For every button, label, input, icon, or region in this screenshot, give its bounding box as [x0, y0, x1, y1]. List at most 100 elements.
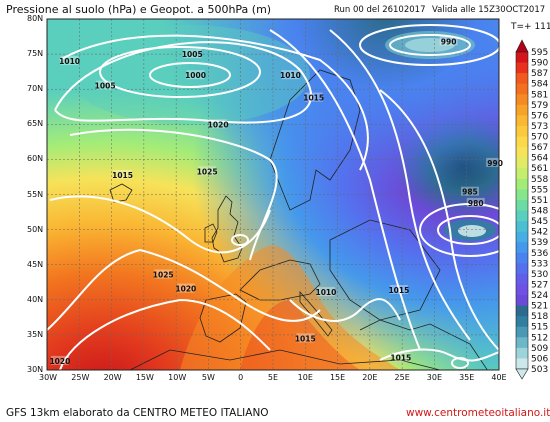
isobar-label-bg — [209, 119, 228, 129]
legend-level-label: 590 — [531, 59, 548, 69]
latitude-label: 60N — [27, 154, 44, 164]
longitude-label: 10W — [168, 373, 187, 382]
timestep-label: T=+ 111 — [511, 22, 550, 32]
legend-swatch — [516, 147, 528, 159]
legend-swatch — [516, 178, 528, 190]
color-scale-legend: 5955905875845815795765735705675645615585… — [515, 39, 548, 380]
legend-swatch — [516, 252, 528, 264]
website-link[interactable]: www.centrometeoitaliano.it — [406, 407, 550, 419]
legend-min-arrow — [515, 368, 529, 380]
latitude-label: 75N — [27, 49, 44, 59]
isobar-label-bg — [460, 186, 479, 196]
legend-level-label: 536 — [531, 249, 548, 259]
legend-level-label: 527 — [531, 280, 548, 290]
legend-swatch — [516, 62, 528, 74]
isobar-label: 985 — [462, 188, 478, 197]
longitude-label: 40E — [491, 373, 507, 382]
isobar-label-bg — [60, 56, 79, 66]
legend-swatch — [516, 326, 528, 338]
legend-level-label: 515 — [531, 323, 548, 333]
isobar-label-bg — [304, 92, 323, 102]
map-title: Pressione al suolo (hPa) e Geopot. a 500… — [6, 3, 272, 16]
legend-level-label: 564 — [531, 154, 548, 164]
legend-level-label: 530 — [531, 270, 548, 280]
run-info: Run 00 del 26102017 — [334, 5, 426, 15]
latitude-label: 70N — [27, 84, 44, 94]
isobar-label: 990 — [441, 37, 457, 46]
isobar-label-bg — [186, 70, 205, 80]
isobar-label: 1025 — [197, 167, 218, 176]
legend-level-label: 584 — [531, 80, 548, 90]
legend-swatch — [516, 52, 528, 63]
legend-swatch — [516, 168, 528, 180]
graticule — [47, 19, 499, 370]
isobar-label: 1015 — [303, 94, 324, 103]
legend-max-arrow — [515, 39, 529, 53]
legend-level-label: 524 — [531, 291, 548, 301]
legend-swatch — [516, 273, 528, 285]
legend-swatch — [516, 83, 528, 95]
isobar-label-bg — [198, 166, 217, 176]
longitude-label: 10E — [297, 373, 313, 382]
latitude-label: 55N — [27, 189, 44, 199]
legend-swatch — [516, 104, 528, 116]
legend-level-label: 579 — [531, 101, 548, 111]
legend-swatch — [516, 263, 528, 275]
legend-swatch — [516, 295, 528, 306]
legend-swatch — [516, 284, 528, 296]
legend-swatch — [516, 231, 528, 243]
legend-level-label: 558 — [531, 175, 548, 185]
legend-level-label: 539 — [531, 238, 548, 248]
latitude-label: 40N — [27, 294, 44, 304]
legend-swatch — [516, 358, 528, 370]
legend-level-label: 506 — [531, 354, 548, 364]
isobar-lines — [47, 24, 499, 370]
isobar-label-bg — [466, 197, 485, 207]
isobar-label-bg — [316, 287, 335, 297]
map-frame — [46, 18, 500, 371]
latitude-label: 65N — [27, 119, 44, 129]
legend-swatch — [516, 305, 528, 317]
isobar-label: 1010 — [316, 288, 337, 297]
coastlines — [109, 69, 488, 370]
isobar-label-bg — [439, 36, 458, 46]
legend-level-label: 533 — [531, 259, 548, 269]
legend-swatch — [516, 189, 528, 201]
latitude-label: 30N — [27, 365, 44, 374]
legend-level-label: 551 — [531, 196, 548, 206]
legend-swatch — [516, 94, 528, 106]
legend-level-label: 521 — [531, 302, 548, 312]
legend-swatch — [516, 221, 528, 233]
legend-level-label: 576 — [531, 111, 548, 121]
isobar-labels: 990 1010 1005 1000 1005 1010 1015 1020 1015 1025 9… — [49, 36, 505, 366]
isobar-label-bg — [183, 49, 202, 59]
longitude-label: 20W — [103, 373, 122, 382]
legend-swatch — [516, 125, 528, 137]
isobar-label-bg — [281, 70, 300, 80]
isobar-label-bg — [176, 283, 195, 293]
isobar-label: 1015 — [390, 353, 411, 362]
isobar-label-bg — [96, 80, 115, 90]
legend-level-label: 548 — [531, 207, 548, 217]
legend-swatch — [516, 316, 528, 328]
legend-swatch — [516, 115, 528, 127]
isobar-label-bg — [296, 333, 315, 343]
legend-level-label: 581 — [531, 90, 548, 100]
isobar-label: 990 — [487, 159, 503, 168]
valid-time: Valida alle 15Z30OCT2017 — [432, 5, 546, 15]
isobar-label: 1015 — [112, 171, 133, 180]
isobar-label-bg — [389, 284, 408, 294]
isobar-label-bg — [50, 355, 69, 365]
longitude-label: 25E — [394, 373, 410, 382]
legend-swatch — [516, 242, 528, 254]
longitude-label: 15W — [135, 373, 154, 382]
legend-level-label: 545 — [531, 217, 548, 227]
isobar-label: 1015 — [388, 286, 409, 295]
legend-level-label: 573 — [531, 122, 548, 132]
isobar-label-bg — [154, 269, 173, 279]
longitude-label: 0 — [238, 373, 244, 382]
longitude-label: 30E — [426, 373, 443, 382]
legend-level-label: 587 — [531, 69, 548, 79]
legend-level-label: 567 — [531, 143, 548, 153]
